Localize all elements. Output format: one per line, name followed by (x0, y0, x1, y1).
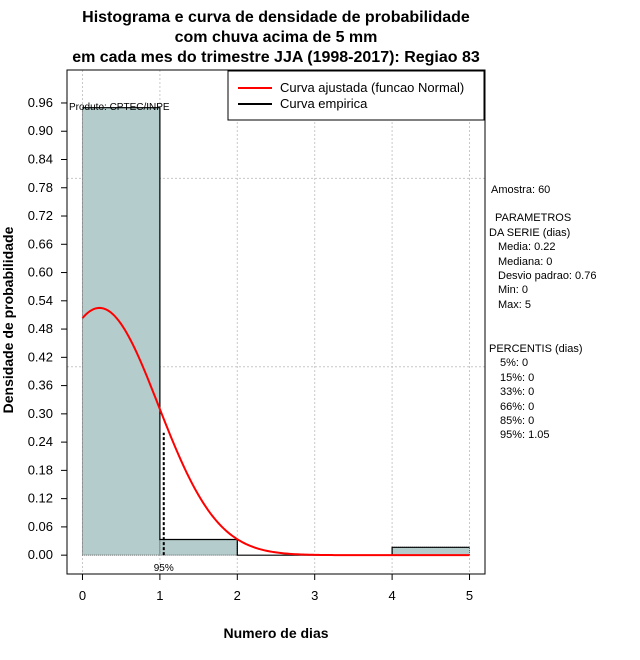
y-tick-label-8: 0.48 (28, 321, 53, 336)
empirical-curve (82, 107, 470, 556)
stats-p15: 15%: 0 (500, 372, 534, 384)
y-axis-title: Densidade de probabilidade (0, 226, 16, 413)
stats-media: Media: 0.22 (498, 241, 555, 253)
y-tick-label-9: 0.54 (28, 293, 53, 308)
histogram-bars (81, 107, 471, 556)
legend: Curva ajustada (funcao Normal) Curva emp… (227, 70, 485, 121)
stats-p33: 33%: 0 (500, 386, 534, 398)
stats-p5: 5%: 0 (500, 357, 528, 369)
legend-box (227, 70, 485, 121)
legend-label-empirical: Curva empirica (280, 96, 368, 111)
y-tick-label-2: 0.12 (28, 491, 53, 506)
stats-params-title-1: PARAMETROS (495, 212, 571, 224)
y-tick-label-0: 0.00 (28, 547, 53, 562)
x-tick-label-0: 0 (79, 588, 86, 603)
x-tick-label-2: 2 (234, 588, 241, 603)
axes: 0 1 2 3 4 5 0.00 0.06 0.12 0.18 0.24 0.30 0.36 0.42 0.… (28, 95, 473, 603)
stats-mediana: Mediana: 0 (498, 256, 552, 268)
stats-p95: 95%: 1.05 (500, 429, 550, 441)
stats-min: Min: 0 (498, 284, 528, 296)
stats-desvio: Desvio padrao: 0.76 (498, 270, 596, 282)
x-axis-title: Numero de dias (223, 625, 328, 641)
y-tick-label-11: 0.66 (28, 236, 53, 251)
plot-area-border (66, 69, 486, 575)
y-tick-label-13: 0.78 (28, 180, 53, 195)
chart-title-line-1: Histograma e curva de densidade de proba… (82, 9, 470, 26)
y-tick-label-12: 0.72 (28, 208, 53, 223)
histogram-bar-0 (81, 107, 161, 556)
stats-panel: Amostra: 60 PARAMETROS DA SERIE (dias) M… (489, 184, 596, 441)
y-tick-label-14: 0.84 (28, 151, 53, 166)
y-tick-label-7: 0.42 (28, 349, 53, 364)
empirical-step-line (82, 107, 470, 556)
normal-curve (81, 306, 470, 557)
normal-curve-line (81, 306, 470, 557)
credit-label: Produto: CPTEC/INPE (69, 102, 170, 113)
percentile-95-label: 95% (154, 563, 174, 574)
stats-params-title-2: DA SERIE (dias) (489, 227, 570, 239)
chart-title-line-3: em cada mes do trimestre JJA (1998-2017)… (72, 49, 480, 66)
y-tick-label-4: 0.24 (28, 434, 53, 449)
x-tick-label-1: 1 (156, 588, 163, 603)
chart-title-line-2: com chuva acima de 5 mm (175, 29, 378, 46)
histogram-bar-4 (391, 546, 471, 556)
y-tick-label-10: 0.60 (28, 265, 53, 280)
y-tick-label-1: 0.06 (28, 519, 53, 534)
stats-percentis-title: PERCENTIS (dias) (489, 343, 583, 355)
histogram-bar-1 (159, 538, 238, 556)
x-tick-label-3: 3 (311, 588, 318, 603)
x-tick-label-5: 5 (466, 588, 473, 603)
stats-p66: 66%: 0 (500, 401, 534, 413)
x-tick-label-4: 4 (388, 588, 395, 603)
y-tick-label-15: 0.90 (28, 123, 53, 138)
stats-max: Max: 5 (498, 299, 531, 311)
percentile-marker: 95% (154, 432, 174, 574)
stats-sample: Amostra: 60 (491, 184, 550, 196)
y-tick-label-6: 0.36 (28, 378, 53, 393)
y-tick-label-3: 0.18 (28, 462, 53, 477)
y-tick-label-5: 0.30 (28, 406, 53, 421)
stats-p85: 85%: 0 (500, 415, 534, 427)
y-tick-label-16: 0.96 (28, 95, 53, 110)
legend-label-normal: Curva ajustada (funcao Normal) (280, 80, 464, 95)
